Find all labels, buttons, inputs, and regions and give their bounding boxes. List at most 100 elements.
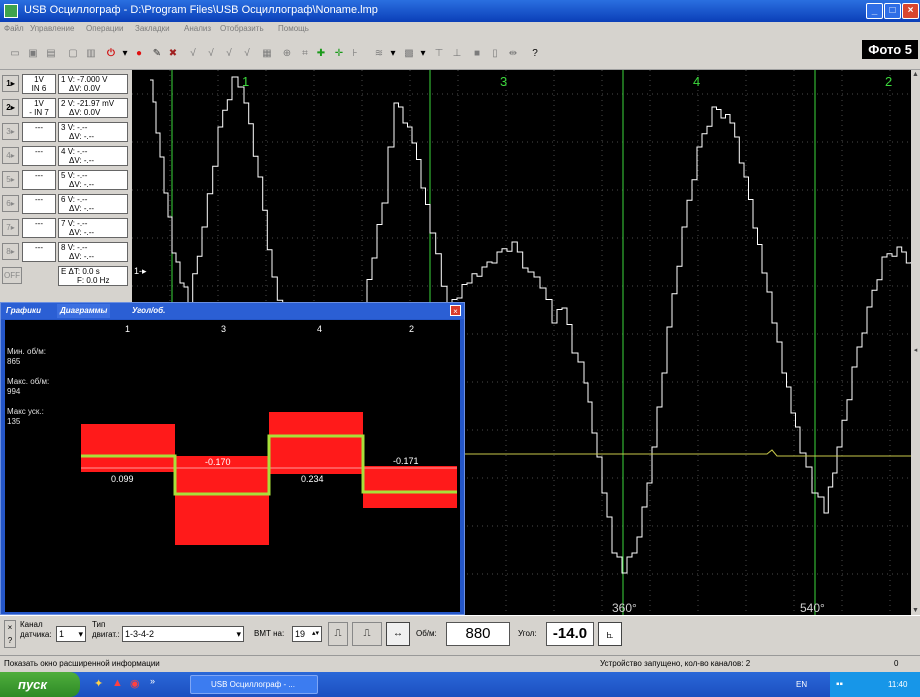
display-dropdown-icon[interactable]: ▾ bbox=[420, 48, 426, 59]
scroll-up-icon[interactable]: ▲ bbox=[912, 71, 919, 78]
channel-scale[interactable]: 1V IN 6 bbox=[22, 74, 56, 94]
marker-icon[interactable]: ⊦ bbox=[352, 48, 358, 59]
channel-scale[interactable]: --- bbox=[22, 146, 56, 166]
scroll-thumb-icon[interactable]: ◂ bbox=[913, 347, 918, 354]
stop-icon[interactable]: ✖ bbox=[168, 48, 178, 59]
quicklaunch-icon[interactable]: ✦ bbox=[94, 678, 104, 690]
save-icon[interactable]: ▣ bbox=[28, 48, 38, 59]
cursor-icon[interactable]: ✛ bbox=[334, 48, 344, 59]
check2-icon[interactable]: √ bbox=[208, 48, 214, 59]
angle-label: 540° bbox=[800, 601, 825, 615]
rpm-value: 880 bbox=[446, 622, 510, 646]
cursor-marker-label: 1-▸ bbox=[134, 266, 147, 276]
collapse-icon[interactable]: ×? bbox=[4, 620, 16, 648]
channel-scale[interactable]: --- bbox=[22, 170, 56, 190]
sensor-channel-label-2: датчика: bbox=[20, 630, 52, 639]
help-icon[interactable]: ? bbox=[532, 48, 538, 59]
opera-icon[interactable]: ◉ bbox=[130, 678, 140, 690]
acrobat-icon[interactable]: ▲ bbox=[112, 677, 123, 689]
menu-help[interactable]: Помощь bbox=[278, 24, 309, 33]
scroll-down-icon[interactable]: ▼ bbox=[912, 607, 919, 614]
dropdown-arrow-icon[interactable]: ▾ bbox=[122, 48, 128, 59]
engine-type-select[interactable]: 1-3-4-2 ▾ bbox=[122, 626, 244, 642]
paste-icon[interactable]: ▥ bbox=[86, 48, 96, 59]
trigger-button[interactable]: OFF bbox=[2, 267, 22, 284]
check3-icon[interactable]: √ bbox=[226, 48, 232, 59]
check1-icon[interactable]: √ bbox=[190, 48, 196, 59]
channel-scale[interactable]: --- bbox=[22, 194, 56, 214]
bottom-controls: ×? Канал датчика: 1 ▾ Тип двигат.: 1-3-4-… bbox=[0, 615, 920, 655]
channel-readout: 7 V: -.-- ΔV: -.-- bbox=[58, 218, 128, 238]
probe-icon[interactable]: ✎ bbox=[152, 48, 162, 59]
channel-toggle-button[interactable]: 5▸ bbox=[2, 171, 19, 188]
channel-toggle-button[interactable]: 2▸ bbox=[2, 99, 19, 116]
cylinder-marker-label: 2 bbox=[885, 74, 892, 89]
open-icon[interactable]: ▭ bbox=[10, 48, 20, 59]
channel-toggle-button[interactable]: 6▸ bbox=[2, 195, 19, 212]
power-icon[interactable]: ⏻ bbox=[107, 48, 115, 59]
print-icon[interactable]: ▤ bbox=[46, 48, 56, 59]
minimize-button[interactable]: _ bbox=[866, 3, 883, 19]
tdc-stepper[interactable]: 19 ▴▾ bbox=[292, 626, 322, 642]
language-indicator[interactable]: EN bbox=[796, 680, 808, 689]
display-icon[interactable]: ▩ bbox=[404, 48, 414, 59]
menu-control[interactable]: Управление bbox=[30, 24, 75, 33]
status-bar: Показать окно расширенной информации Уст… bbox=[0, 655, 920, 672]
channel-toggle-button[interactable]: 1▸ bbox=[2, 75, 19, 92]
min-rpm-value: 865 bbox=[7, 357, 21, 366]
menu-view[interactable]: Отобразить bbox=[220, 24, 264, 33]
zoom-icon[interactable]: ⊕ bbox=[282, 48, 292, 59]
trigger-icon[interactable]: ⊤ bbox=[434, 48, 444, 59]
rpm-label: Об/м: bbox=[416, 629, 437, 638]
start-button[interactable]: пуск bbox=[0, 672, 80, 697]
sensor-channel-select[interactable]: 1 ▾ bbox=[56, 626, 86, 642]
filter-dropdown-icon[interactable]: ▾ bbox=[390, 48, 396, 59]
channel-toggle-button[interactable]: 8▸ bbox=[2, 243, 19, 260]
edge-falling-icon[interactable]: ⎍ bbox=[352, 622, 382, 646]
split-icon[interactable]: ▯ bbox=[492, 48, 498, 59]
grid-icon[interactable]: ▦ bbox=[262, 48, 272, 59]
channel-scale[interactable]: --- bbox=[22, 122, 56, 142]
menu-analysis[interactable]: Анализ bbox=[184, 24, 212, 33]
angle-graph-icon[interactable]: ⦜ bbox=[598, 622, 622, 646]
close-button[interactable]: × bbox=[902, 3, 919, 19]
span-icon[interactable]: ↔ bbox=[386, 622, 410, 646]
expand-icon[interactable]: ⇹ bbox=[508, 48, 518, 59]
taskbar: пуск ✦ ▲ ◉ » USB Осциллограф - ... EN ▪▪… bbox=[0, 672, 920, 697]
channel-scale[interactable]: --- bbox=[22, 242, 56, 262]
channel-scale[interactable]: --- bbox=[22, 218, 56, 238]
vertical-scrollbar[interactable]: ▲ ◂ ▼ bbox=[911, 70, 920, 615]
spin-icon: ▴▾ bbox=[311, 630, 319, 637]
measure-icon[interactable]: ⌗ bbox=[302, 48, 308, 59]
filter-icon[interactable]: ≋ bbox=[374, 48, 384, 59]
time-readout-row: OFF E ΔT: 0.0 s F: 0.0 Hz bbox=[0, 266, 130, 286]
min-rpm-label: Мин. об/м: bbox=[7, 347, 46, 356]
level-icon[interactable]: ⊥ bbox=[452, 48, 462, 59]
close-icon[interactable]: × bbox=[450, 305, 461, 316]
clock: 11:40 bbox=[888, 680, 908, 689]
status-count: 0 bbox=[894, 659, 899, 668]
maximize-button[interactable]: □ bbox=[884, 3, 901, 19]
window-icon[interactable]: ■ bbox=[473, 48, 481, 59]
tab-diagrams[interactable]: Диаграммы bbox=[57, 304, 111, 318]
channel-toggle-button[interactable]: 7▸ bbox=[2, 219, 19, 236]
channel-row: 6▸ --- 6 V: -.-- ΔV: -.-- bbox=[0, 194, 130, 214]
tab-angle[interactable]: Угол/об. bbox=[132, 306, 166, 315]
sensor-channel-label: Канал bbox=[20, 620, 43, 629]
taskbar-item-oscilloscope[interactable]: USB Осциллограф - ... bbox=[190, 675, 318, 694]
channel-toggle-button[interactable]: 3▸ bbox=[2, 123, 19, 140]
tray-icons-icon[interactable]: ▪▪ bbox=[836, 679, 844, 690]
menu-operations[interactable]: Операции bbox=[86, 24, 124, 33]
check4-icon[interactable]: √ bbox=[244, 48, 250, 59]
more-icon[interactable]: » bbox=[150, 676, 156, 686]
tab-graphs[interactable]: Графики bbox=[6, 306, 41, 315]
copy-icon[interactable]: ▢ bbox=[68, 48, 78, 59]
channel-toggle-button[interactable]: 4▸ bbox=[2, 147, 19, 164]
record-icon[interactable]: ● bbox=[135, 48, 143, 59]
menu-file[interactable]: Файл bbox=[4, 24, 24, 33]
channel-scale[interactable]: 1V - IN 7 bbox=[22, 98, 56, 118]
cursor-add-icon[interactable]: ✚ bbox=[316, 48, 326, 59]
edge-rising-icon[interactable]: ⎍ bbox=[328, 622, 348, 646]
menu-bookmarks[interactable]: Закладки bbox=[135, 24, 170, 33]
